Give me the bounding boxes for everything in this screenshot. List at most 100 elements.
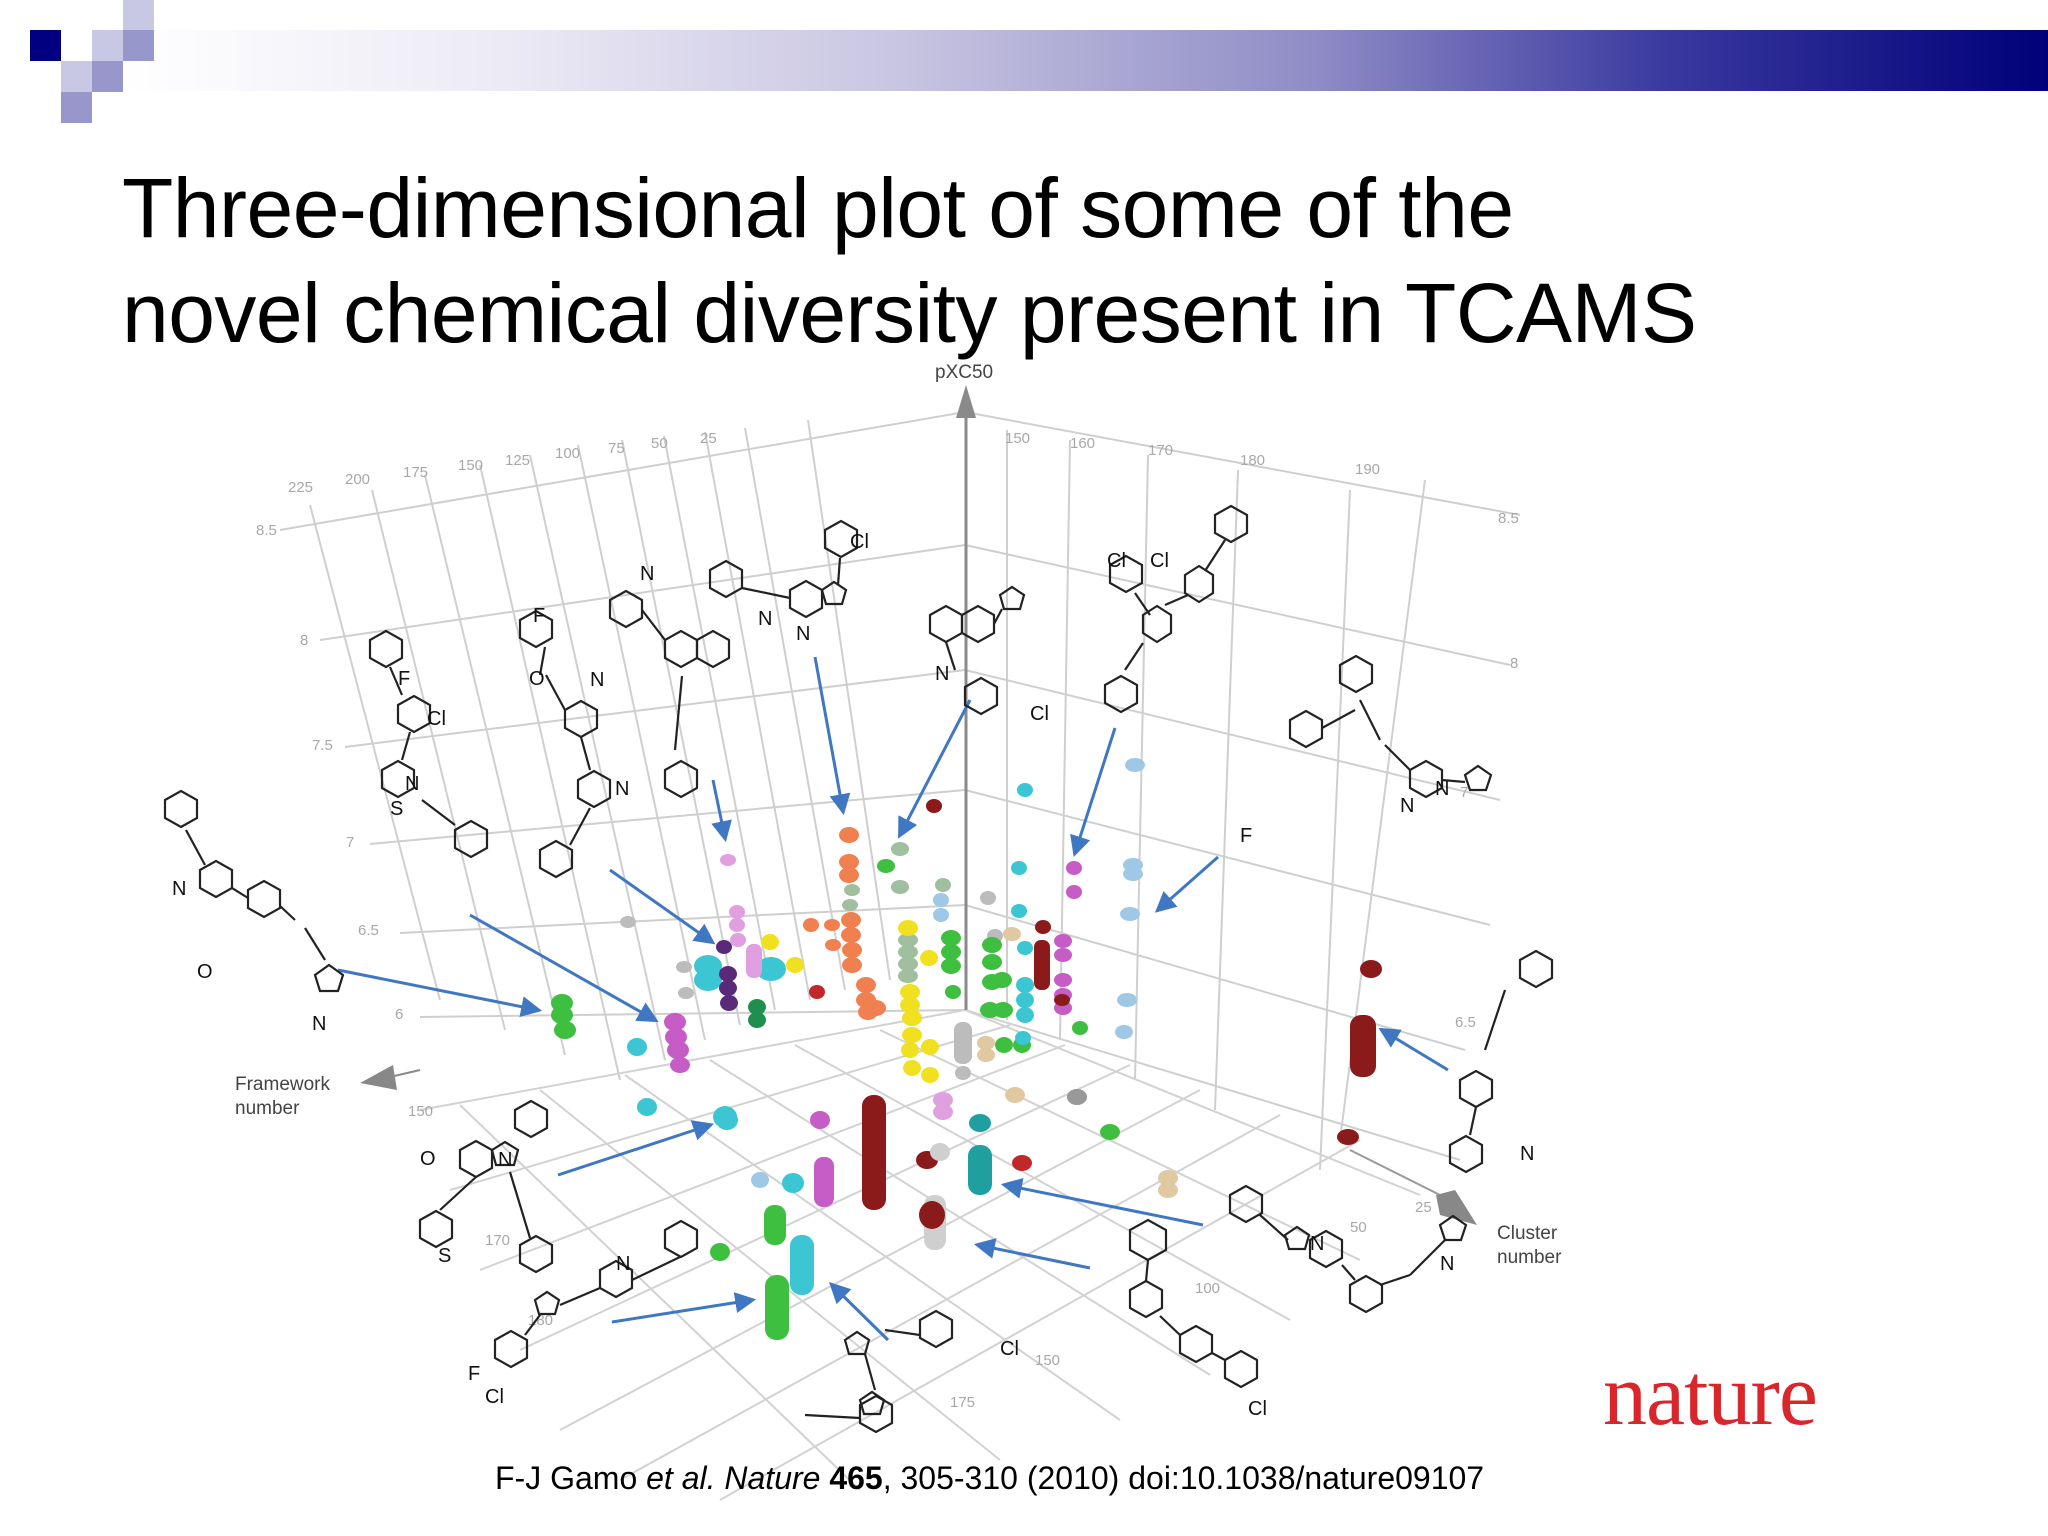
svg-text:25: 25 [700,430,717,447]
svg-text:N: N [405,773,419,795]
svg-text:Cl: Cl [485,1386,504,1408]
svg-text:N: N [590,669,604,691]
svg-text:50: 50 [651,435,668,452]
svg-text:N: N [1310,1233,1324,1255]
framework-ticks: 225 200 175 150 125 100 75 50 25 [288,430,717,496]
svg-text:8.5: 8.5 [256,522,277,539]
svg-text:Cl: Cl [1000,1338,1019,1360]
svg-text:Cl: Cl [1107,550,1126,572]
slide-title: Three-dimensional plot of some of the no… [122,156,1922,366]
citation-etal: et al. [646,1460,716,1496]
svg-text:F: F [468,1363,480,1385]
header-square [61,61,92,92]
svg-text:N: N [640,563,654,585]
annotation-arrows [337,656,1449,1342]
svg-text:175: 175 [403,464,428,481]
svg-text:150: 150 [408,1103,433,1120]
svg-text:S: S [390,798,403,820]
svg-text:F: F [533,605,545,627]
header-gradient-bar [120,30,2048,91]
floor-grid [419,1009,1421,1501]
molecule-thienopyrimidinone [1228,1184,1468,1314]
svg-text:25: 25 [1415,1199,1432,1216]
molecule-pyrrolopyrimidine [518,609,612,879]
pxc50-ticks-left: 8.5 8 7.5 7 6.5 6 [256,522,403,1023]
svg-text:8: 8 [1510,655,1518,672]
header-square-dark [30,30,61,61]
molecule-indole-amide [1288,654,1493,799]
svg-text:160: 160 [1070,435,1095,452]
molecule-imidazopyridazine [708,519,859,619]
citation: F-J Gamo et al. Nature 465, 305-310 (201… [495,1460,1484,1497]
svg-text:N: N [616,1253,630,1275]
cluster-axis: Cluster number [1349,1149,1562,1268]
svg-text:100: 100 [1195,1280,1220,1297]
molecule-pyrazolopyridinone [418,1099,554,1274]
framework-axis: Framework number [235,1065,421,1119]
header-square [92,61,123,92]
molecule-thienopyrimidine [368,629,489,859]
chemical-structures [163,504,1554,1434]
svg-text:170: 170 [485,1232,510,1249]
svg-text:Framework: Framework [235,1074,331,1095]
svg-text:N: N [1400,795,1414,817]
svg-text:N: N [615,778,629,800]
molecule-quinoline-carboxamide [928,585,1026,716]
header-square [123,30,154,61]
svg-text:150: 150 [1035,1352,1060,1369]
svg-text:N: N [312,1013,326,1035]
svg-text:75: 75 [608,440,625,457]
citation-author: F-J Gamo [495,1460,647,1496]
svg-text:8: 8 [300,632,308,649]
svg-text:number: number [235,1098,300,1119]
svg-text:N: N [1520,1143,1534,1165]
title-line-2: novel chemical diversity present in TCAM… [122,266,1697,360]
cluster-ticks-top: 150 160 170 180 190 8.5 8 7 6.5 [1005,430,1519,1031]
title-line-1: Three-dimensional plot of some of the [122,161,1514,255]
svg-text:50: 50 [1350,1219,1367,1236]
svg-text:150: 150 [1005,430,1030,447]
molecule-benzazepine-sulfonamide [1128,1218,1259,1389]
svg-text:F: F [398,668,410,690]
svg-text:7: 7 [1460,784,1468,801]
svg-text:225: 225 [288,479,313,496]
svg-text:7: 7 [346,834,354,851]
header-square [123,0,154,31]
svg-text:200: 200 [345,471,370,488]
svg-text:Cluster: Cluster [1497,1223,1558,1244]
floor-ticks: 150 170 180 175 150 100 50 25 [408,1103,1432,1411]
header-square [61,92,92,123]
svg-text:6.5: 6.5 [358,922,379,939]
svg-text:125: 125 [505,452,530,469]
molecule-thiophene-benzimidazole-urea [804,1309,954,1434]
svg-text:Cl: Cl [850,531,869,553]
svg-text:Cl: Cl [1150,550,1169,572]
svg-text:O: O [529,668,545,690]
svg-text:175: 175 [950,1394,975,1411]
svg-text:7.5: 7.5 [312,737,333,754]
svg-text:Cl: Cl [427,708,446,730]
svg-text:Cl: Cl [1248,1398,1267,1420]
molecule-spiro-indoline [1448,949,1554,1174]
data-points [551,758,1382,1340]
svg-text:F: F [1240,825,1252,847]
svg-text:Cl: Cl [1030,703,1049,725]
svg-text:N: N [935,663,949,685]
svg-text:6: 6 [395,1006,403,1023]
svg-text:N: N [498,1149,512,1171]
pxc50-axis-label: pXC50 [935,362,993,383]
svg-text:150: 150 [458,457,483,474]
svg-text:N: N [758,608,772,630]
molecule-dichlorophenyl-morpholine [1103,504,1249,714]
molecule-indane-sulfonamide [163,789,345,993]
citation-journal: Nature [715,1460,830,1496]
svg-text:N: N [172,878,186,900]
svg-text:180: 180 [528,1312,553,1329]
svg-text:N: N [1440,1253,1454,1275]
svg-text:100: 100 [555,445,580,462]
citation-rest: , 305-310 (2010) doi:10.1038/nature09107 [882,1460,1485,1496]
svg-text:N: N [1435,778,1449,800]
svg-text:S: S [438,1245,451,1267]
